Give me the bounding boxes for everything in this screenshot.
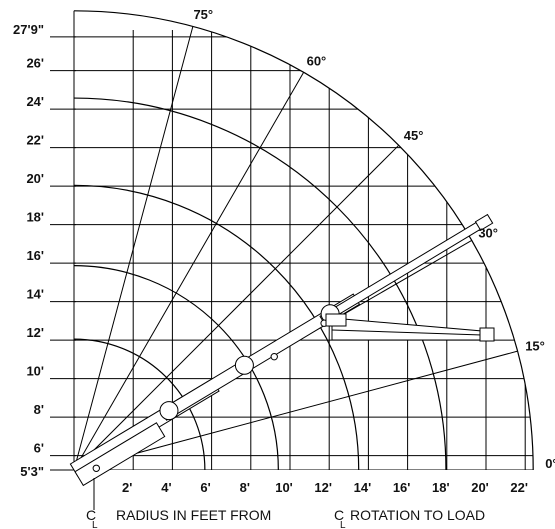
pivot-cl-sub: L bbox=[92, 520, 98, 529]
x-tick-label-10: 22' bbox=[510, 480, 528, 495]
angle-label-60: 60° bbox=[307, 54, 327, 69]
jib-brace bbox=[331, 329, 483, 336]
angle-ray-45 bbox=[73, 144, 400, 471]
boom-tip bbox=[474, 213, 494, 232]
collar-1 bbox=[159, 401, 179, 421]
x-axis-caption-cl: C bbox=[334, 507, 344, 523]
angle-label-15: 15° bbox=[525, 339, 545, 354]
y-tick-labels: 5'3" 6' 8' 10' 12' 14' 16' 18' 20' 22' 24' 26' 27'9" bbox=[13, 22, 44, 479]
pivot-cl-label: C bbox=[86, 507, 96, 523]
jib-mount bbox=[325, 313, 347, 327]
angle-label-0: 0° bbox=[545, 456, 555, 471]
x-tick-label-6: 14' bbox=[354, 480, 372, 495]
x-tick-label-1: 4' bbox=[161, 480, 171, 495]
angle-ray-75 bbox=[73, 26, 194, 471]
y-tick-label-5: 14' bbox=[26, 287, 44, 302]
angle-ray-60 bbox=[73, 72, 305, 471]
x-axis-caption-start: RADIUS IN FEET FROM bbox=[116, 507, 271, 523]
angle-ray-15 bbox=[73, 350, 518, 471]
x-tick-label-9: 20' bbox=[471, 480, 489, 495]
x-tick-label-2: 6' bbox=[200, 480, 210, 495]
x-axis-caption-cl-sub: L bbox=[340, 520, 346, 529]
x-tick-label-0: 2' bbox=[122, 480, 132, 495]
collar-2 bbox=[234, 355, 254, 375]
x-tick-label-5: 12' bbox=[314, 480, 332, 495]
y-tick-label-11: 26' bbox=[26, 56, 44, 71]
jib-truss bbox=[331, 317, 483, 341]
y-tick-label-6: 16' bbox=[26, 248, 44, 263]
x-tick-label-7: 16' bbox=[393, 480, 411, 495]
boom-section-3 bbox=[319, 217, 488, 324]
jib-head bbox=[479, 327, 495, 342]
grid-lines bbox=[74, 30, 534, 471]
x-axis-caption-end: ROTATION TO LOAD bbox=[350, 507, 485, 523]
angle-label-30: 30° bbox=[478, 225, 498, 240]
y-tick-label-3: 10' bbox=[26, 364, 44, 379]
angle-labels: 0° 15° 30° 45° 60° 75° bbox=[193, 7, 555, 471]
y-tick-label-2: 8' bbox=[34, 402, 44, 417]
y-tick-label-10: 24' bbox=[26, 94, 44, 109]
x-tick-label-4: 10' bbox=[275, 480, 293, 495]
y-tick-label-1: 6' bbox=[34, 441, 44, 456]
x-tick-labels: 2' 4' 6' 8' 10' 12' 14' 16' 18' 20' 22' bbox=[122, 480, 528, 495]
angle-label-75: 75° bbox=[193, 7, 213, 22]
y-tick-label-12: 27'9" bbox=[13, 22, 44, 37]
y-tick-label-0: 5'3" bbox=[20, 464, 44, 479]
x-tick-label-3: 8' bbox=[240, 480, 250, 495]
y-tick-label-4: 12' bbox=[26, 325, 44, 340]
crane-boom bbox=[69, 213, 495, 487]
angle-rays bbox=[73, 26, 518, 471]
boom-pin-0 bbox=[92, 464, 100, 472]
y-tick-label-8: 20' bbox=[26, 171, 44, 186]
x-tick-label-8: 18' bbox=[432, 480, 450, 495]
y-tick-label-9: 22' bbox=[26, 133, 44, 148]
y-tick-label-7: 18' bbox=[26, 210, 44, 225]
angle-label-45: 45° bbox=[404, 128, 424, 143]
boom-pin-1 bbox=[270, 352, 278, 361]
